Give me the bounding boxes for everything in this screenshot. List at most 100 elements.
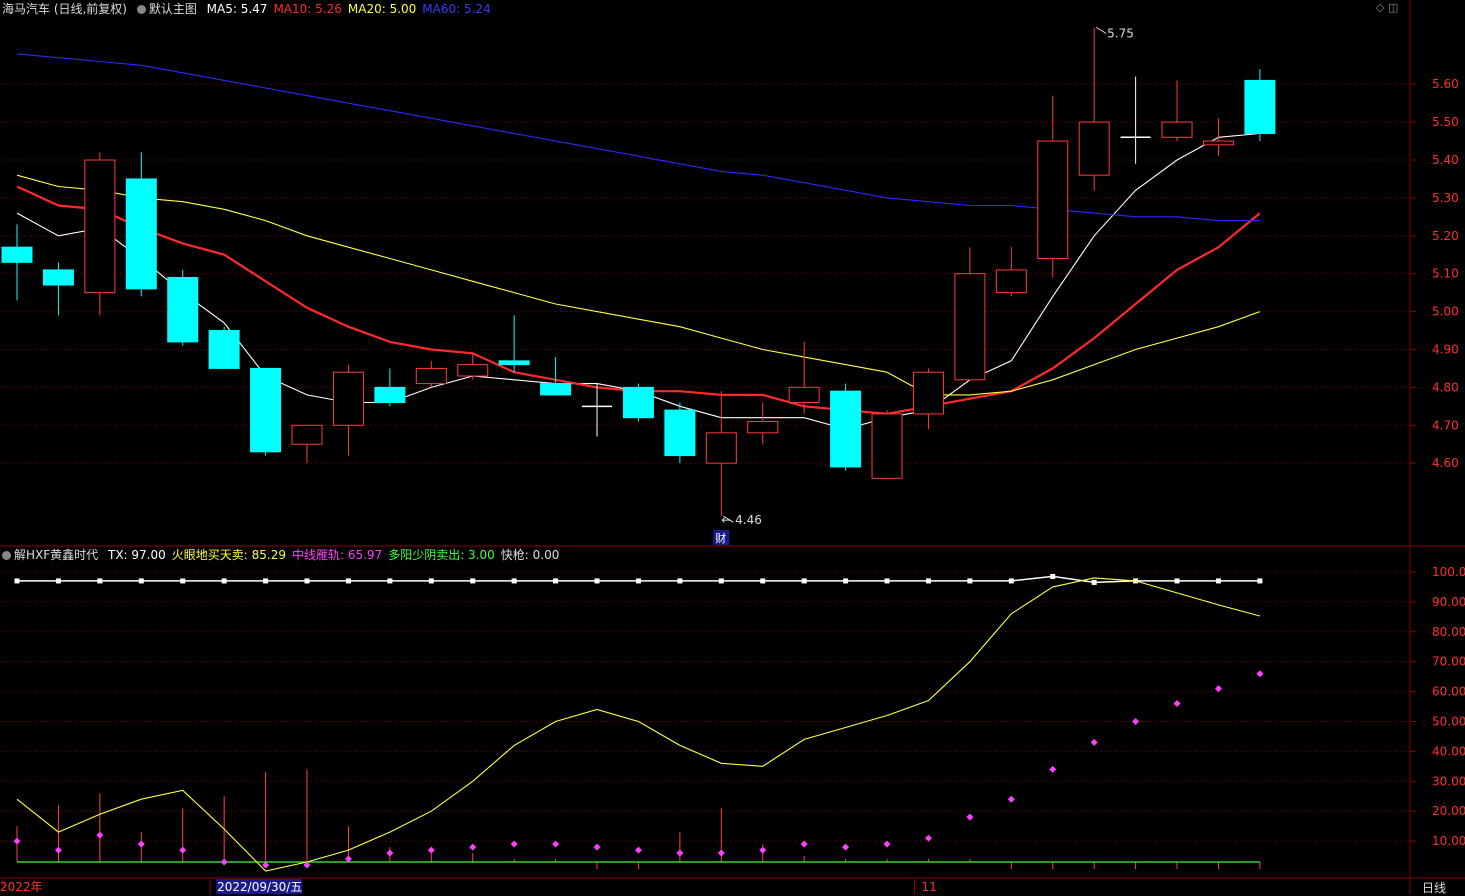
indicator-dot-magenta — [634, 846, 642, 854]
indicator-axis-tick-label: 60.00 — [1432, 685, 1465, 699]
price-annotation: 5.75 — [1107, 26, 1134, 40]
candle-body — [622, 386, 654, 419]
tx-marker — [1174, 578, 1180, 584]
template-selector[interactable]: 默认主图 — [136, 2, 197, 16]
candle-body — [1078, 121, 1110, 176]
candle-body — [912, 371, 944, 415]
indicator-dot-magenta — [1256, 670, 1264, 678]
tx-marker — [553, 578, 559, 584]
candle-body — [291, 424, 323, 445]
indicator-dot-magenta — [593, 843, 601, 851]
dropdown-icon — [136, 5, 146, 14]
indicator-dot-magenta — [717, 849, 725, 857]
indicator-legend-item-0: TX: 97.00 — [107, 548, 166, 562]
indicator-dot-magenta — [1173, 700, 1181, 708]
period-label[interactable]: 日线 — [1422, 881, 1447, 895]
indicator-dot-magenta — [924, 834, 932, 842]
stock-title[interactable]: 海马汽车 (日线,前复权) — [2, 2, 127, 16]
indicator-axis-tick-label: 70.00 — [1432, 655, 1465, 669]
price-axis-tick-label: 4.90 — [1432, 342, 1459, 356]
price-axis-tick-label: 4.60 — [1432, 456, 1459, 470]
indicator-dot-magenta — [1132, 717, 1140, 725]
candle-body — [498, 360, 530, 366]
tx-marker — [221, 578, 227, 584]
indicator-axis-tick-label: 20.00 — [1432, 804, 1465, 818]
time-label: 11 — [921, 880, 936, 894]
tx-marker — [635, 578, 641, 584]
tx-marker — [304, 578, 310, 584]
panel-controls-icon[interactable]: ◇ ◫ — [1376, 1, 1399, 14]
price-axis-tick-label: 5.00 — [1432, 305, 1459, 319]
indicator-dot-magenta — [1090, 738, 1098, 746]
candle-body — [125, 178, 157, 290]
ma-legend: MA5: 5.47 MA10: 5.26 MA20: 5.00 MA60: 5.24 — [207, 2, 497, 16]
indicator-axis-tick-label: 100.0 — [1432, 565, 1465, 579]
indicator-line-yellow — [16, 577, 1261, 872]
dropdown-icon[interactable] — [2, 551, 11, 560]
indicator-legend-item-2: 中线雁轨: 65.97 — [291, 548, 383, 562]
price-axis-tick-label: 5.60 — [1432, 77, 1459, 91]
price-axis-tick-label: 5.30 — [1432, 191, 1459, 205]
ma-legend-item-3: MA60: 5.24 — [422, 2, 491, 16]
indicator-dot-magenta — [552, 840, 560, 848]
tx-marker — [677, 578, 683, 584]
indicator-legend-item-3: 多阳少阴卖出: 3.00 — [388, 548, 495, 562]
tx-marker — [718, 578, 724, 584]
tx-marker — [967, 578, 973, 584]
candle-body — [374, 386, 406, 404]
candle-body — [830, 390, 862, 468]
price-axis-tick-label: 4.80 — [1432, 380, 1459, 394]
indicator-name[interactable]: 解HXF黄鑫时代 — [14, 548, 99, 562]
indicator-dot-magenta — [510, 840, 518, 848]
indicator-dot-magenta — [179, 846, 187, 854]
tx-marker — [345, 578, 351, 584]
indicator-dot-magenta — [759, 846, 767, 854]
candle-body — [747, 420, 779, 434]
tx-marker — [138, 578, 144, 584]
tx-marker — [843, 578, 849, 584]
ma-line-ma20 — [16, 174, 1261, 396]
tx-marker — [925, 578, 931, 584]
tx-marker — [180, 578, 186, 584]
indicator-legend: TX: 97.00 火眼地买天卖: 85.29 中线雁轨: 65.97 多阳少阴卖出:… — [108, 548, 565, 562]
ma-legend-item-2: MA20: 5.00 — [347, 2, 417, 16]
price-axis-tick-label: 5.20 — [1432, 229, 1459, 243]
candle-body — [540, 383, 572, 396]
candle-body — [705, 432, 737, 464]
ma-line-ma60 — [16, 53, 1260, 222]
indicator-dot-magenta — [344, 855, 352, 863]
tx-marker — [14, 578, 20, 584]
template-label: 默认主图 — [148, 2, 197, 16]
indicator-dot-magenta — [1007, 795, 1015, 803]
candle-body — [415, 367, 447, 385]
indicator-axis-tick-label: 80.00 — [1432, 625, 1465, 639]
indicator-axis-tick-label: 40.00 — [1432, 744, 1465, 758]
tx-marker — [97, 578, 103, 584]
indicator-dot-magenta — [427, 846, 435, 854]
tx-marker — [55, 578, 61, 584]
candle-body — [1161, 121, 1193, 138]
candle-body — [167, 276, 199, 343]
candle-body — [1244, 79, 1276, 134]
price-axis-tick-label: 4.70 — [1432, 418, 1459, 432]
tx-marker — [1050, 573, 1056, 579]
indicator-dot-magenta — [469, 843, 477, 851]
tx-marker — [801, 578, 807, 584]
indicator-dot-magenta — [386, 849, 394, 857]
indicator-dot-magenta — [54, 846, 62, 854]
candle-body — [995, 269, 1027, 294]
tx-marker — [760, 578, 766, 584]
price-axis-tick-label: 5.40 — [1432, 153, 1459, 167]
tx-marker — [428, 578, 434, 584]
candle-body — [1202, 140, 1234, 146]
indicator-dot-magenta — [1049, 765, 1057, 773]
indicator-header: 解HXF黄鑫时代 TX: 97.00 火眼地买天卖: 85.29 中线雁轨: 65.… — [2, 546, 565, 563]
tx-marker — [387, 578, 393, 584]
candle-body — [332, 371, 364, 426]
indicator-legend-item-1: 火眼地买天卖: 85.29 — [171, 548, 286, 562]
indicator-axis-tick-label: 10.00 — [1432, 834, 1465, 848]
candle-body — [664, 409, 696, 457]
candle-body — [954, 273, 986, 381]
price-annotation: ← 4.46 — [721, 513, 762, 527]
